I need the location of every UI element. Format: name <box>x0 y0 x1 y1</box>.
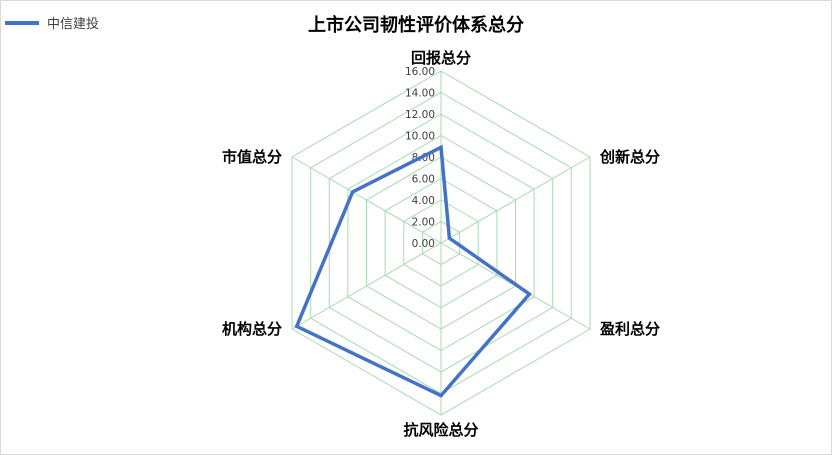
legend-label: 中信建投 <box>47 17 100 32</box>
grid-layer <box>291 70 591 416</box>
tick-label: 14.00 <box>405 88 435 100</box>
axis-label: 抗风险总分 <box>403 421 478 439</box>
axis-label: 创新总分 <box>599 148 660 166</box>
tick-label: 2.00 <box>412 217 435 229</box>
axis-label: 盈利总分 <box>599 320 660 338</box>
axis-label: 回报总分 <box>411 49 471 67</box>
tick-label: 12.00 <box>405 109 435 121</box>
tick-label: 6.00 <box>412 174 435 186</box>
axis-label: 市值总分 <box>222 148 282 166</box>
tick-label: 16.00 <box>405 66 435 78</box>
grid-spoke <box>291 242 442 330</box>
grid-spoke <box>291 156 442 244</box>
tick-label: 10.00 <box>405 131 435 143</box>
tick-label: 4.00 <box>412 195 435 207</box>
legend: 中信建投 <box>5 13 99 32</box>
series-layer <box>294 144 532 398</box>
tick-label: 0.00 <box>412 238 435 250</box>
legend-swatch <box>5 20 39 25</box>
grid-spoke <box>440 156 591 244</box>
axis-label: 机构总分 <box>222 320 282 338</box>
chart-title: 上市公司韧性评价体系总分 <box>308 15 524 36</box>
